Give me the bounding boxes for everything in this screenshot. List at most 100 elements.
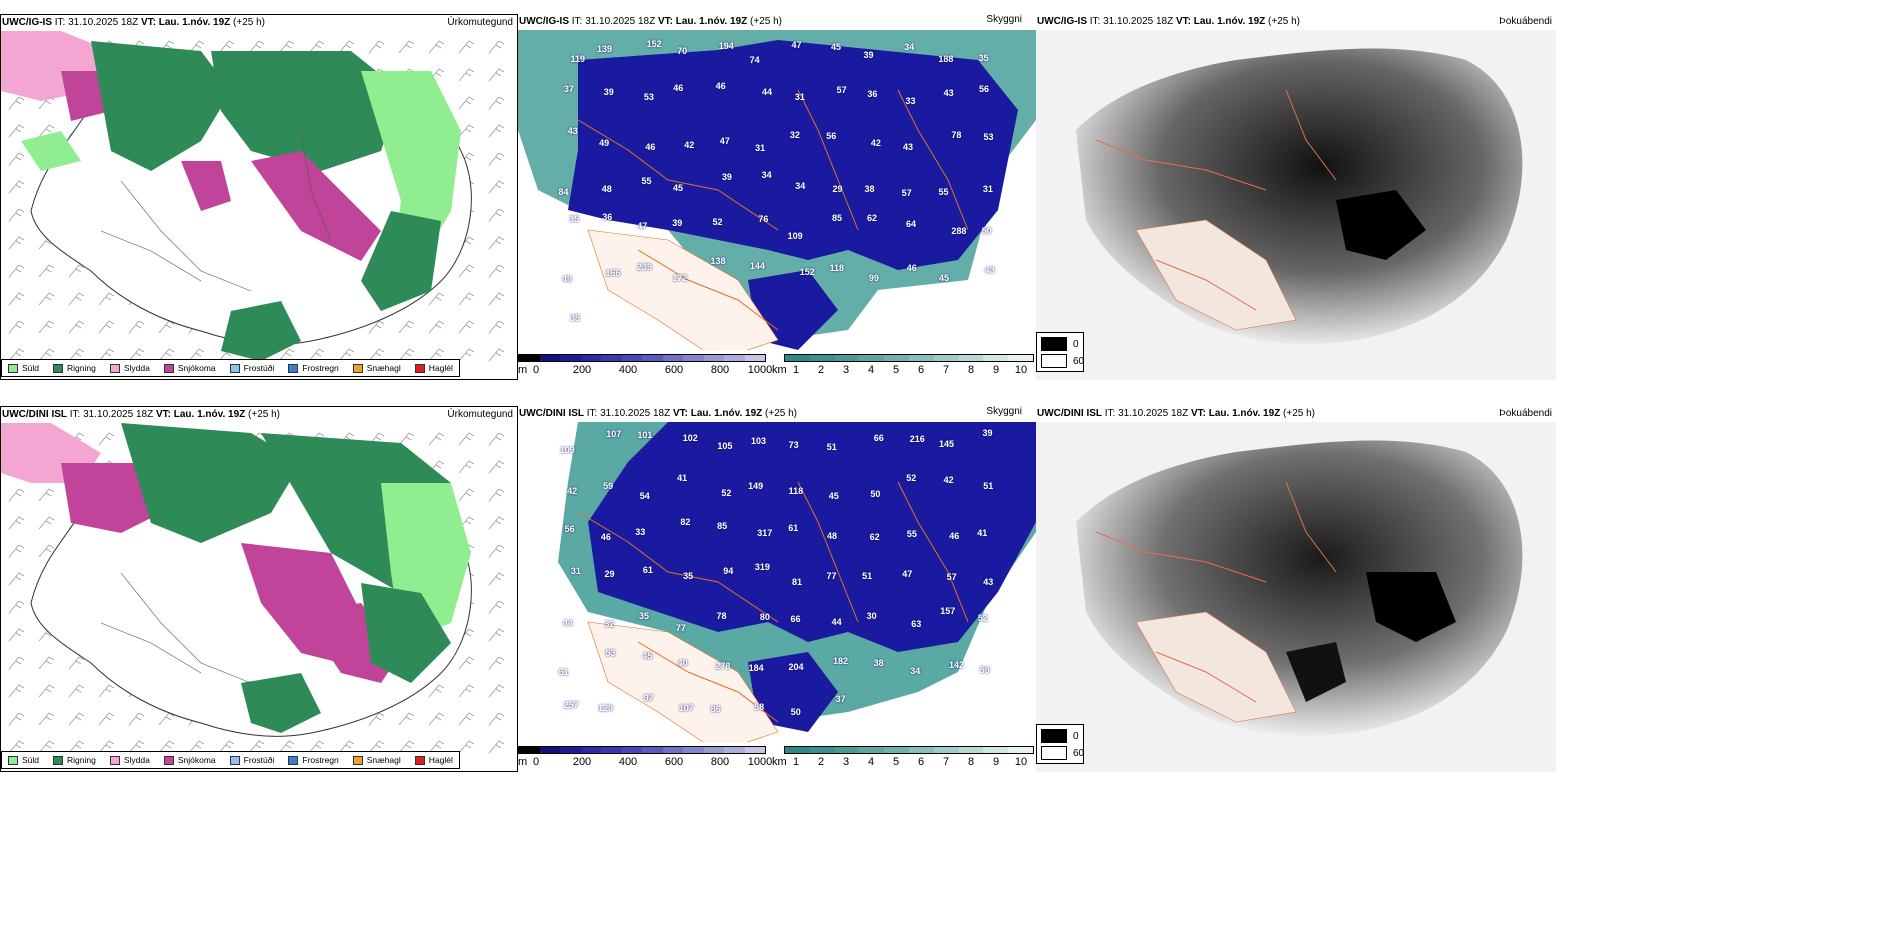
- visibility-label: 53: [605, 648, 616, 659]
- legend-item: Frostregn: [288, 363, 339, 373]
- wind-barb: [338, 40, 355, 54]
- visibility-label: 39: [863, 50, 874, 61]
- wind-barb: [158, 712, 175, 726]
- km-tick-label: 8: [967, 364, 975, 376]
- precip-type-panel-top: UWC/IG-IS IT: 31.10.2025 18Z VT: Lau. 1.…: [0, 14, 518, 380]
- wind-barb: [38, 684, 55, 698]
- visibility-label: 35: [978, 52, 989, 63]
- height-tick-label: 200: [572, 364, 592, 376]
- wind-barb: [488, 348, 505, 362]
- visibility-label: 109: [559, 444, 575, 455]
- legend-label: Snæhagl: [366, 363, 401, 373]
- visibility-label: 152: [646, 38, 662, 49]
- km-tick-label: 7: [942, 364, 950, 376]
- wind-barb: [398, 40, 415, 54]
- visibility-label: 44: [831, 617, 842, 628]
- legend-swatch: [163, 755, 174, 765]
- wind-barb: [68, 292, 85, 306]
- visibility-label: 53: [643, 92, 654, 103]
- fog-index-legend: 0 60: [1036, 332, 1084, 372]
- visibility-label: 47: [637, 220, 648, 231]
- legend-swatch: [229, 755, 240, 765]
- visibility-label: 85: [832, 212, 843, 223]
- visibility-panel-bottom: UWC/DINI ISL IT: 31.10.2025 18Z VT: Lau.…: [518, 406, 1036, 772]
- visibility-label: 41: [677, 472, 688, 483]
- wind-barb: [488, 460, 505, 474]
- precip-type-legend: Súld Rigning Slydda Snjókoma Frostúði Frostre…: [1, 751, 460, 769]
- legend-swatch: [288, 363, 299, 373]
- visibility-label: 38: [864, 183, 875, 194]
- visibility-label: 33: [635, 527, 646, 538]
- wind-barb: [488, 628, 505, 642]
- wind-barb: [38, 656, 55, 670]
- wind-barb: [368, 348, 385, 362]
- visibility-label: 182: [833, 656, 849, 667]
- wind-barb: [98, 292, 115, 306]
- wind-barb: [488, 740, 505, 754]
- visibility-label: 52: [906, 473, 917, 484]
- visibility-label: 34: [904, 42, 915, 52]
- visibility-label: 57: [946, 572, 957, 583]
- wind-barb: [428, 320, 445, 334]
- visibility-label: 144: [749, 261, 765, 272]
- wind-barb: [38, 488, 55, 502]
- height-colorbar: m 0 200 400 600 800 1000: [518, 350, 772, 380]
- visibility-label: 61: [558, 666, 569, 677]
- wind-barb: [128, 348, 145, 362]
- legend-label: Slydda: [123, 755, 150, 765]
- height-tick-label: 1000: [747, 756, 773, 768]
- wind-barb: [278, 740, 295, 754]
- visibility-label: 78: [716, 610, 727, 621]
- visibility-label: 58: [754, 701, 765, 712]
- legend-label: Snjókoma: [177, 363, 216, 373]
- visibility-label: 317: [757, 527, 773, 538]
- wind-barb: [488, 544, 505, 558]
- visibility-label: 43: [943, 87, 954, 98]
- visibility-label: 62: [869, 532, 880, 543]
- wind-barb: [308, 40, 325, 54]
- visibility-label: 138: [710, 256, 726, 267]
- wind-barb: [38, 740, 55, 754]
- wind-barb: [428, 740, 445, 754]
- visibility-label: 43: [983, 576, 994, 587]
- legend-item: Frostregn: [288, 755, 339, 765]
- wind-barb: [458, 740, 475, 754]
- wind-barb: [128, 740, 145, 754]
- visibility-label: 102: [682, 432, 698, 443]
- wind-barb: [458, 712, 475, 726]
- visibility-label: 31: [570, 565, 581, 576]
- km-tick-label: 9: [992, 364, 1000, 376]
- km-tick-label: 4: [867, 364, 875, 376]
- visibility-label: 36: [602, 212, 613, 223]
- visibility-label: 45: [938, 272, 949, 283]
- legend-swatch: [8, 755, 18, 765]
- visibility-label: 184: [748, 662, 764, 673]
- km-tick-label: 2: [817, 756, 825, 768]
- visibility-label: 42: [870, 137, 881, 148]
- wind-barb: [8, 320, 25, 334]
- visibility-label: 51: [983, 480, 994, 491]
- legend-label: Frostúði: [243, 755, 275, 765]
- wind-barb: [8, 684, 25, 698]
- visibility-label: 157: [940, 606, 956, 617]
- legend-swatch: [288, 755, 299, 765]
- visibility-label: 73: [788, 440, 799, 451]
- wind-barb: [458, 264, 475, 278]
- fog-index-panel-top: UWC/IG-IS IT: 31.10.2025 18Z VT: Lau. 1.…: [1036, 14, 1556, 380]
- visibility-label: 61: [642, 565, 653, 576]
- wind-barb: [218, 40, 235, 54]
- wind-barb: [8, 544, 25, 558]
- wind-barb: [458, 124, 475, 138]
- legend-swatch: [352, 363, 363, 373]
- visibility-label: 31: [982, 183, 993, 194]
- wind-barb: [488, 124, 505, 138]
- wind-barb: [8, 740, 25, 754]
- wind-barb: [68, 320, 85, 334]
- visibility-label: 35: [683, 571, 694, 582]
- visibility-label: 46: [645, 142, 656, 153]
- wind-barb: [458, 40, 475, 54]
- visibility-label: 66: [790, 614, 801, 625]
- legend-swatch: [53, 755, 64, 765]
- panel-field-title: Þokuábendi: [1499, 408, 1552, 419]
- visibility-label: 78: [951, 130, 962, 141]
